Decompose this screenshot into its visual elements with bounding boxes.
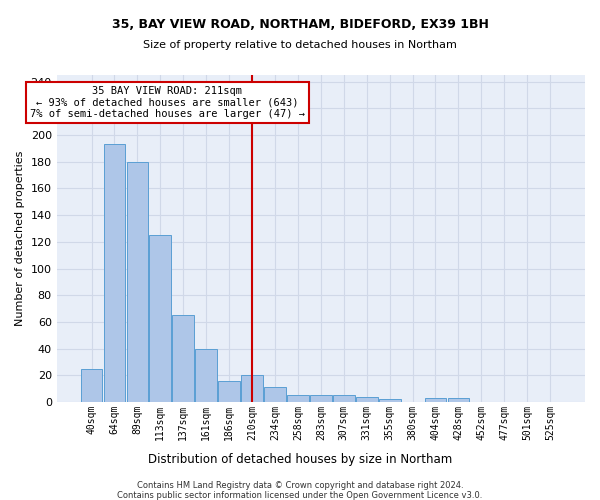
Bar xyxy=(379,400,401,402)
Bar xyxy=(80,368,103,402)
Bar xyxy=(104,144,125,402)
Bar xyxy=(310,396,332,402)
Bar xyxy=(264,388,286,402)
Text: 35, BAY VIEW ROAD, NORTHAM, BIDEFORD, EX39 1BH: 35, BAY VIEW ROAD, NORTHAM, BIDEFORD, EX… xyxy=(112,18,488,30)
Text: Size of property relative to detached houses in Northam: Size of property relative to detached ho… xyxy=(143,40,457,50)
Bar xyxy=(287,396,309,402)
Text: Distribution of detached houses by size in Northam: Distribution of detached houses by size … xyxy=(148,452,452,466)
Bar xyxy=(448,398,469,402)
Bar xyxy=(356,396,377,402)
Bar xyxy=(241,376,263,402)
Text: Contains public sector information licensed under the Open Government Licence v3: Contains public sector information licen… xyxy=(118,491,482,500)
Bar xyxy=(333,396,355,402)
Y-axis label: Number of detached properties: Number of detached properties xyxy=(15,151,25,326)
Bar xyxy=(127,162,148,402)
Bar xyxy=(172,315,194,402)
Bar xyxy=(425,398,446,402)
Bar xyxy=(196,348,217,402)
Bar xyxy=(149,235,171,402)
Bar xyxy=(218,380,240,402)
Text: Contains HM Land Registry data © Crown copyright and database right 2024.: Contains HM Land Registry data © Crown c… xyxy=(137,481,463,490)
Text: 35 BAY VIEW ROAD: 211sqm
← 93% of detached houses are smaller (643)
7% of semi-d: 35 BAY VIEW ROAD: 211sqm ← 93% of detach… xyxy=(30,86,305,119)
